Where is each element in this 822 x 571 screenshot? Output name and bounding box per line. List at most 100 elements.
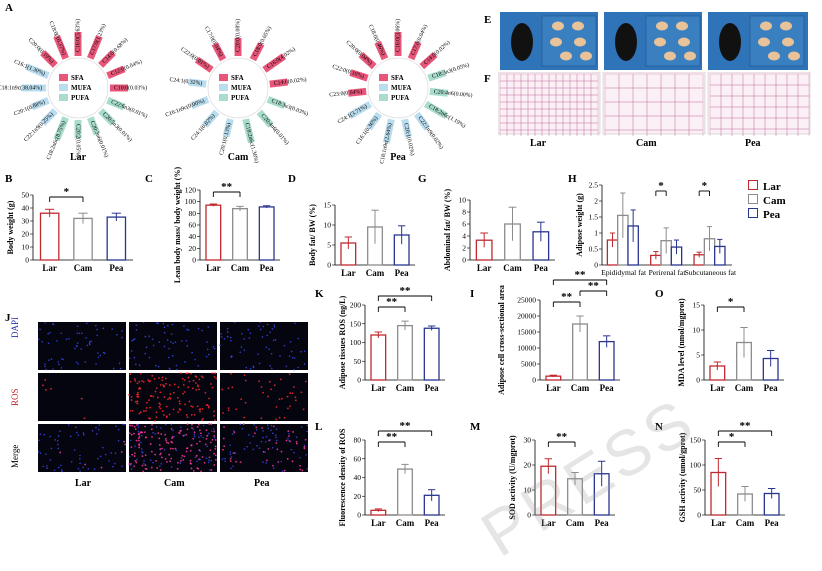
ros-dot — [195, 388, 198, 391]
dapi-dot — [258, 325, 260, 327]
y-tick-label: 20000 — [517, 312, 536, 321]
dapi-dot — [255, 429, 258, 431]
dapi-dot — [95, 362, 97, 365]
ros-dot — [124, 443, 127, 446]
ros-dot — [171, 437, 173, 439]
ros-dot — [176, 467, 179, 470]
dapi-dot — [258, 362, 261, 365]
ros-dot — [165, 439, 168, 442]
adipocyte — [632, 129, 648, 136]
ros-dot — [172, 391, 175, 394]
dapi-dot — [261, 336, 264, 338]
dapi-dot — [288, 355, 291, 357]
dapi-dot — [41, 340, 43, 343]
y-axis-label: Body fat/ BW (%) — [308, 204, 317, 266]
panel-letter-j: J — [5, 312, 11, 324]
ros-dot — [192, 437, 195, 440]
dapi-dot — [81, 332, 83, 335]
dapi-dot — [256, 444, 258, 447]
dapi-dot — [170, 333, 173, 335]
y-tick-label: 50 — [354, 357, 362, 366]
x-tick-label: Cam — [396, 383, 415, 393]
ros-dot — [130, 399, 133, 401]
x-tick-label: Lar — [541, 518, 556, 528]
ros-dot — [83, 417, 86, 420]
fat-sample — [788, 51, 800, 61]
dapi-dot — [133, 356, 136, 359]
fluorescence-tile — [129, 373, 217, 421]
wheel-legend-swatch — [379, 74, 388, 81]
dapi-dot — [170, 341, 172, 343]
y-tick-label: 50 — [694, 486, 702, 495]
dapi-dot — [86, 344, 89, 347]
ros-dot — [201, 419, 203, 422]
dapi-dot — [249, 368, 252, 370]
ros-dot — [181, 454, 184, 457]
ros-dot — [149, 406, 152, 409]
ros-dot — [174, 447, 177, 450]
ros-dot — [129, 409, 132, 412]
wheel-center — [367, 57, 429, 119]
dapi-dot — [73, 449, 76, 451]
dapi-dot — [262, 430, 264, 432]
dapi-dot — [287, 437, 289, 440]
wheel-legend-swatch — [379, 84, 388, 91]
y-tick-label: 150 — [690, 436, 702, 445]
dapi-dot — [43, 433, 46, 436]
dapi-dot — [275, 428, 278, 430]
chart-l: L 0 20 40 60 80 Fluorescence density of ROS Lar… — [315, 420, 445, 528]
histology-label-cam: Cam — [636, 138, 657, 149]
y-tick-label: 10000 — [517, 344, 536, 353]
bar — [205, 204, 222, 261]
dapi-dot — [111, 328, 114, 330]
dapi-dot — [57, 435, 60, 437]
dapi-dot — [85, 337, 87, 339]
ros-dot — [186, 428, 189, 431]
ros-dot — [208, 397, 210, 400]
ros-dot — [59, 451, 62, 454]
dapi-dot — [253, 424, 255, 426]
dapi-dot — [269, 365, 271, 367]
dapi-dot — [213, 347, 216, 350]
sig-label: * — [702, 180, 708, 192]
dapi-dot — [175, 449, 178, 452]
dapi-dot — [121, 465, 123, 467]
ros-dot — [189, 459, 192, 462]
legend-item-cam: Cam — [748, 194, 786, 208]
ros-dot — [272, 464, 274, 467]
ros-dot — [178, 431, 180, 434]
bar — [397, 468, 413, 516]
adipocyte — [604, 129, 620, 136]
ros-dot — [205, 404, 208, 406]
ros-dot — [214, 372, 217, 375]
ros-dot — [161, 410, 164, 412]
ros-dot — [189, 462, 192, 465]
x-tick-label: Lar — [341, 268, 356, 278]
fat-sample — [560, 51, 572, 61]
fluorescence-tile — [38, 424, 126, 472]
ros-dot — [138, 380, 141, 383]
ros-dot — [277, 461, 280, 463]
ros-dot — [213, 452, 216, 455]
dapi-dot — [264, 451, 266, 454]
wheel-bar — [347, 100, 373, 120]
ros-dot — [221, 388, 224, 391]
ros-dot — [230, 372, 232, 375]
dapi-dot — [60, 357, 63, 360]
dapi-dot — [96, 334, 98, 337]
y-axis-label: GSH activity (umol/gprot) — [678, 432, 687, 522]
dapi-dot — [180, 457, 183, 459]
x-tick-label: Pea — [425, 383, 439, 393]
ros-dot — [199, 410, 202, 413]
dapi-dot — [283, 344, 286, 347]
dapi-dot — [62, 358, 64, 361]
ros-dot — [163, 396, 166, 398]
wheel-bar — [266, 96, 286, 110]
dapi-dot — [230, 456, 233, 459]
y-tick-label: 1.5 — [589, 213, 599, 222]
wheel-legend-label: PUFA — [71, 94, 89, 102]
y-tick-label: 0 — [532, 376, 536, 385]
dapi-dot — [75, 426, 77, 429]
ros-dot — [198, 429, 201, 432]
